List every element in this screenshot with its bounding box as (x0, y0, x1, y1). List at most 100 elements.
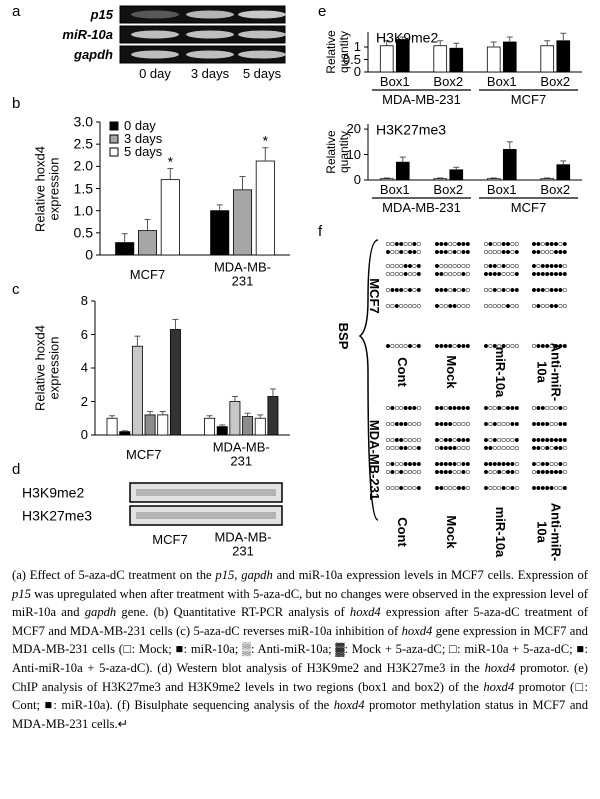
bar (210, 210, 230, 256)
methylation-dot (456, 405, 462, 411)
methylation-dot (549, 241, 554, 247)
methylation-dot (510, 287, 515, 293)
methylation-dot (553, 469, 559, 475)
methylation-dot (394, 405, 399, 411)
gel-band (238, 50, 286, 59)
methylation-dot (536, 271, 541, 277)
methylation-dot (540, 241, 545, 247)
methylation-dot (562, 405, 567, 411)
panel-letter: c (12, 280, 20, 298)
bar (229, 401, 241, 436)
methylation-dot (434, 287, 440, 293)
bar (160, 179, 180, 256)
methylation-dot (448, 303, 453, 309)
methylation-dot (439, 271, 444, 277)
caption-text: promotor methylation status in MCF7 and … (12, 698, 588, 731)
methylation-dot (497, 303, 502, 309)
methylation-dot (483, 263, 489, 269)
methylation-dot (385, 287, 391, 293)
methylation-dot (412, 445, 417, 451)
methylation-dot (510, 263, 515, 269)
methylation-dot (483, 469, 489, 475)
methylation-dot (483, 485, 489, 491)
methylation-dot (399, 405, 404, 411)
methylation-dot (461, 469, 466, 475)
methylation-dot (465, 249, 470, 255)
methylation-dot (553, 263, 559, 269)
methylation-dot (483, 271, 489, 277)
methylation-dot (412, 241, 417, 247)
methylation-dot (407, 241, 413, 247)
methylation-dot (416, 469, 421, 475)
gel-band (186, 10, 234, 19)
methylation-dot (465, 421, 470, 427)
bar (449, 169, 464, 181)
methylation-dot (394, 241, 399, 247)
methylation-dot (385, 271, 391, 277)
methylation-dot (505, 343, 511, 349)
bar (502, 41, 517, 73)
methylation-dot (434, 241, 440, 247)
methylation-dot (385, 241, 391, 247)
methylation-dot (558, 421, 563, 427)
methylation-dot (545, 445, 550, 451)
methylation-dot (448, 405, 453, 411)
methylation-dot (545, 405, 550, 411)
y-axis-label: Relative hoxd4 expression (32, 325, 62, 411)
methylation-dot (403, 405, 408, 411)
methylation-dot (439, 485, 444, 491)
methylation-dot (531, 271, 537, 277)
methylation-dot (452, 263, 457, 269)
methylation-dot (461, 249, 466, 255)
methylation-dot (549, 263, 554, 269)
methylation-dot (456, 461, 462, 467)
methylation-dot (488, 343, 493, 349)
methylation-dot (407, 271, 413, 277)
methylation-dot (394, 437, 399, 443)
gel-band (131, 50, 179, 59)
methylation-dot (505, 263, 511, 269)
methylation-dot (558, 437, 563, 443)
methylation-dot (483, 343, 489, 349)
bar (216, 426, 228, 436)
methylation-dot (553, 445, 559, 451)
methylation-dot (558, 287, 563, 293)
y-tick-label: 0.5 (73, 224, 93, 241)
bar (556, 164, 571, 181)
methylation-dot (434, 303, 440, 309)
x-tick-label: MDA-MB-231 (212, 439, 270, 469)
methylation-dot (407, 421, 413, 427)
methylation-dot (390, 445, 395, 451)
methylation-dot (412, 249, 417, 255)
methylation-dot (403, 469, 408, 475)
y-axis-label: Relative hoxd4 expression (32, 145, 62, 232)
methylation-dot (558, 461, 563, 467)
methylation-dot (531, 469, 537, 475)
methylation-dot (531, 303, 537, 309)
methylation-dot (456, 241, 462, 247)
methylation-dot (416, 485, 421, 491)
group-label: MCF7 (510, 199, 547, 215)
methylation-dot (553, 343, 559, 349)
methylation-dot (403, 263, 408, 269)
methylation-dot (399, 287, 404, 293)
methylation-dot (531, 249, 537, 255)
methylation-dot (385, 469, 391, 475)
x-tick-label: Box2 (433, 181, 464, 197)
methylation-dot (439, 303, 444, 309)
y-tick-label: 20 (346, 120, 361, 136)
gel-lane-label: 3 days (190, 65, 230, 81)
bar (131, 345, 143, 436)
methylation-dot (514, 287, 519, 293)
methylation-dot (461, 343, 466, 349)
y-tick-label: 1.0 (73, 201, 93, 218)
methylation-dot (385, 303, 391, 309)
methylation-dot (434, 271, 440, 277)
methylation-dot (412, 485, 417, 491)
x-tick-label: MDA-MB-231 (213, 259, 272, 289)
methylation-dot (492, 437, 497, 443)
cell-label: MCF7 (367, 278, 383, 314)
methylation-dot (403, 287, 408, 293)
x-tick-label: MCF7 (126, 446, 162, 462)
methylation-dot (434, 461, 440, 467)
